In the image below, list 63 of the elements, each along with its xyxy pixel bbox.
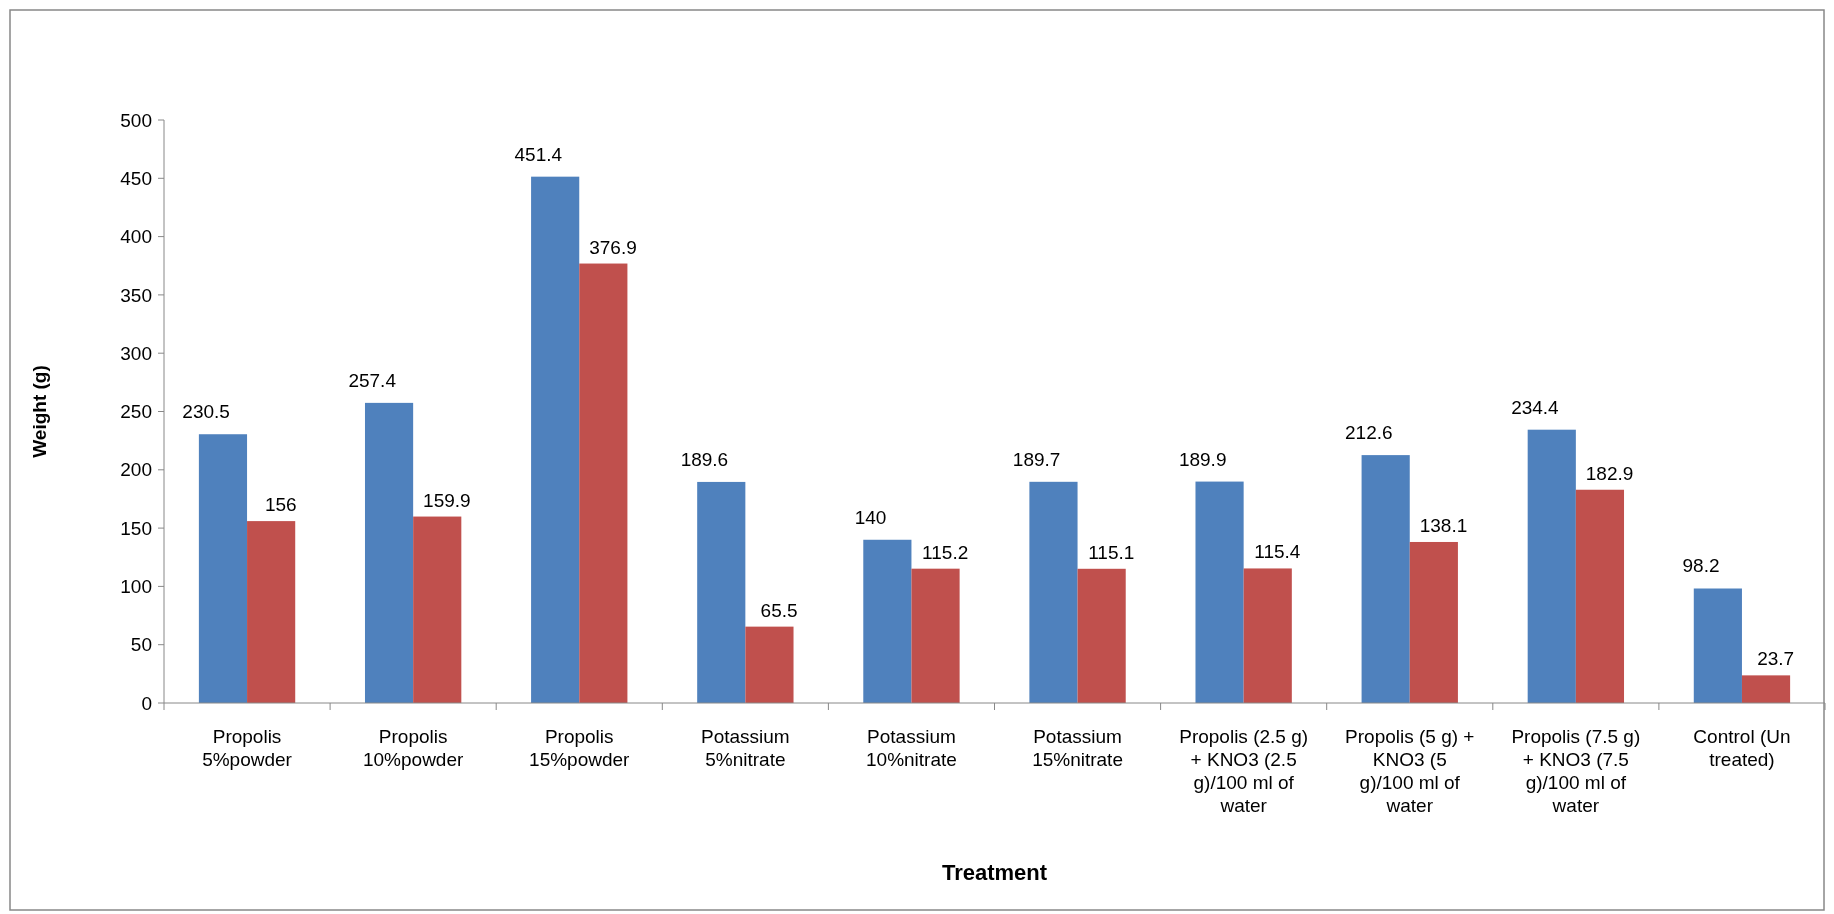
bar	[531, 176, 580, 703]
bar	[413, 516, 462, 703]
bar	[1243, 568, 1292, 703]
y-axis-title: Weight (g)	[29, 365, 50, 458]
x-tick-label: Propolis (2.5 g) + KNO3 (2.5 g)/100 ml of water	[1179, 726, 1309, 816]
bar	[1361, 455, 1410, 703]
bar	[579, 263, 628, 703]
bar	[1077, 568, 1126, 703]
y-tick-label: 200	[120, 459, 152, 481]
x-tick-label: Potassium 5%nitrate	[701, 726, 790, 770]
data-label: 140	[854, 506, 887, 528]
x-tick-label: Propolis (7.5 g) + KNO3 (7.5 g)/100 ml of water	[1511, 726, 1641, 816]
data-label: 257.4	[348, 369, 397, 391]
data-label: 138.1	[1419, 514, 1468, 536]
bar	[1029, 481, 1078, 703]
y-tick-label: 0	[141, 692, 152, 714]
bar	[863, 539, 912, 703]
bar	[1575, 489, 1625, 703]
x-tick-label: Propolis 10%powder	[362, 726, 464, 770]
y-tick-label: 450	[120, 167, 152, 189]
data-label: 115.2	[922, 541, 969, 563]
data-label: 376.9	[589, 236, 637, 258]
x-tick-label: Potassium 10%nitrate	[866, 726, 957, 770]
y-tick-label: 150	[120, 517, 152, 539]
bar	[1527, 429, 1576, 703]
data-label: 189.6	[680, 448, 729, 470]
x-tick-label: Propolis 5%powder	[202, 726, 293, 770]
data-label: 23.7	[1757, 648, 1795, 670]
bar	[1195, 481, 1244, 703]
y-tick-label: 300	[120, 342, 152, 364]
bar	[247, 521, 296, 703]
x-tick-label: Control (Un treated)	[1693, 726, 1791, 770]
data-label: 65.5	[760, 599, 798, 621]
bar	[1409, 541, 1458, 703]
x-tick-label: Propolis (5 g) + KNO3 (5 g)/100 ml of water	[1345, 726, 1475, 816]
data-label: 189.7	[1012, 448, 1061, 470]
bar	[364, 402, 414, 703]
bar	[1741, 675, 1791, 703]
data-label: 451.4	[514, 143, 563, 165]
y-tick-label: 250	[120, 401, 152, 423]
data-label: 182.9	[1585, 462, 1634, 484]
bar	[697, 481, 746, 703]
y-tick-label: 400	[120, 226, 152, 248]
data-label: 234.4	[1511, 396, 1560, 418]
y-tick-label: 100	[120, 576, 152, 598]
x-tick-label: Propolis 15%powder	[529, 726, 631, 770]
data-label: 212.6	[1345, 422, 1393, 444]
data-label: 230.5	[182, 401, 230, 423]
bar	[1693, 588, 1742, 703]
bar	[745, 626, 794, 703]
x-axis-title: Treatment	[941, 860, 1048, 885]
bar	[198, 434, 248, 703]
data-label: 115.1	[1088, 541, 1135, 563]
data-label: 189.9	[1178, 448, 1227, 470]
data-label: 98.2	[1682, 555, 1720, 577]
bar	[911, 568, 960, 703]
data-label: 156	[264, 494, 297, 516]
y-tick-label: 500	[120, 109, 152, 131]
x-tick-label: Potassium 15%nitrate	[1032, 726, 1123, 770]
y-tick-label: 350	[120, 284, 152, 306]
data-label: 115.4	[1254, 541, 1301, 563]
data-label: 159.9	[423, 489, 471, 511]
y-tick-label: 50	[130, 634, 152, 656]
